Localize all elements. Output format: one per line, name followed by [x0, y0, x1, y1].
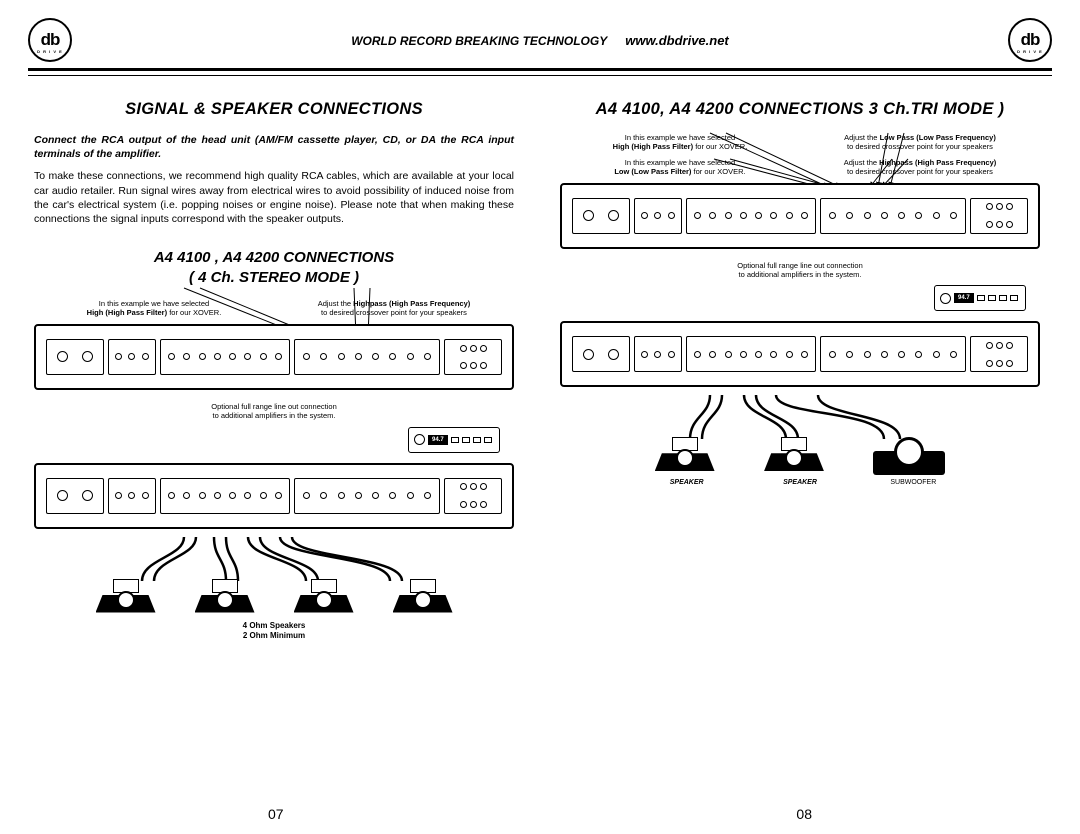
- intro-bold: Connect the RCA output of the head unit …: [34, 133, 514, 161]
- speaker-terminals: [686, 198, 816, 234]
- head-unit-2: 94.7: [934, 285, 1026, 311]
- amp-diagram-4: [560, 321, 1040, 387]
- speaker-icon: [294, 579, 354, 613]
- sub-title-stereo: A4 4100 , A4 4200 CONNECTIONS ( 4 Ch. ST…: [34, 248, 514, 287]
- rca-block: [970, 336, 1028, 372]
- headunit-btn: [988, 295, 996, 301]
- website-url: www.dbdrive.net: [625, 33, 729, 48]
- line-out-note-2: Optional full range line out connection …: [737, 261, 863, 280]
- note-row-left: In this example we have selected High (H…: [34, 299, 514, 318]
- headunit-btn: [977, 295, 985, 301]
- header-rule-thick: [28, 68, 1052, 71]
- control-knobs: [820, 336, 966, 372]
- speaker-icon: [96, 579, 156, 613]
- speaker-label: SPEAKER: [764, 479, 836, 486]
- head-unit-1: 94.7: [408, 427, 500, 453]
- speaker-row-3: [560, 437, 1040, 475]
- right-column: A4 4100, A4 4200 CONNECTIONS 3 Ch.TRI MO…: [560, 100, 1040, 641]
- rca-block: [970, 198, 1028, 234]
- headunit-btn: [1010, 295, 1018, 301]
- page-header: db D R I V E WORLD RECORD BREAKING TECHN…: [0, 0, 1080, 68]
- page-content: SIGNAL & SPEAKER CONNECTIONS Connect the…: [0, 76, 1080, 641]
- power-terminals: [108, 478, 156, 514]
- fuse-block: [572, 198, 630, 234]
- speaker-spec-note: 4 Ohm Speakers 2 Ohm Minimum: [34, 621, 514, 642]
- speaker-terminals: [686, 336, 816, 372]
- headunit-freq: 94.7: [428, 435, 448, 445]
- logo-right: db D R I V E: [1008, 18, 1052, 62]
- control-knobs: [820, 198, 966, 234]
- speaker-icon: [655, 437, 715, 471]
- headunit-btn: [999, 295, 1007, 301]
- amp-diagram-3-wrap: [560, 183, 1040, 257]
- fuse-block: [46, 339, 104, 375]
- amp-panel-1: [36, 334, 512, 380]
- note-low-pass: In this example we have selected Low (Lo…: [570, 158, 791, 177]
- note-high-pass: In this example we have selected High (H…: [570, 133, 791, 152]
- tagline: WORLD RECORD BREAKING TECHNOLOGY: [351, 34, 607, 48]
- rca-block: [444, 478, 502, 514]
- speaker-terminals: [160, 339, 290, 375]
- speaker-terminals: [160, 478, 290, 514]
- amp-diagram-1-wrap: [34, 324, 514, 398]
- speaker-icon: [764, 437, 824, 471]
- note-highpass-freq: Adjust the Highpass (High Pass Frequency…: [810, 158, 1031, 177]
- wire-svg: [34, 537, 514, 581]
- logo-sub: D R I V E: [37, 49, 63, 54]
- headunit-btn: [473, 437, 481, 443]
- subwoofer-icon: [873, 437, 945, 475]
- speaker-icon: [195, 579, 255, 613]
- page-number-right: 08: [796, 806, 812, 822]
- control-knobs: [294, 339, 440, 375]
- headunit-btn: [462, 437, 470, 443]
- section-title-right: A4 4100, A4 4200 CONNECTIONS 3 Ch.TRI MO…: [560, 100, 1040, 119]
- rca-block: [444, 339, 502, 375]
- fuse-block: [46, 478, 104, 514]
- section-title-left: SIGNAL & SPEAKER CONNECTIONS: [34, 100, 514, 119]
- amp-panel-3: [562, 193, 1038, 239]
- power-terminals: [634, 336, 682, 372]
- speaker-wires-left: [34, 537, 514, 581]
- wire-svg: [560, 395, 1040, 439]
- page-number-left: 07: [268, 806, 284, 822]
- logo-left: db D R I V E: [28, 18, 72, 62]
- logo-text: db: [41, 30, 60, 50]
- left-column: SIGNAL & SPEAKER CONNECTIONS Connect the…: [34, 100, 514, 641]
- headunit-btn: [451, 437, 459, 443]
- logo-sub: D R I V E: [1017, 49, 1043, 54]
- power-terminals: [108, 339, 156, 375]
- note-row-right-2: In this example we have selected Low (Lo…: [560, 158, 1040, 177]
- logo-text: db: [1021, 30, 1040, 50]
- headunit-dial: [940, 293, 951, 304]
- headunit-dial: [414, 434, 425, 445]
- amp-diagram-2: [34, 463, 514, 529]
- note-low-pass-freq: Adjust the Low Pass (Low Pass Frequency)…: [810, 133, 1031, 152]
- control-knobs: [294, 478, 440, 514]
- line-out-note-1: Optional full range line out connection …: [211, 402, 337, 421]
- power-terminals: [634, 198, 682, 234]
- headunit-btn: [484, 437, 492, 443]
- sub-title-line2: ( 4 Ch. STEREO MODE ): [189, 269, 359, 286]
- note-row-right-1: In this example we have selected High (H…: [560, 133, 1040, 152]
- speaker-labels: SPEAKER SPEAKER SUBWOOFER: [560, 475, 1040, 486]
- amp-panel-4: [562, 331, 1038, 377]
- note-high-pass: In this example we have selected High (H…: [44, 299, 265, 318]
- speaker-icon: [393, 579, 453, 613]
- amp-diagram-1: [34, 324, 514, 390]
- speaker-row-4: [34, 579, 514, 613]
- sub-title-line1: A4 4100 , A4 4200 CONNECTIONS: [154, 249, 394, 266]
- headunit-freq: 94.7: [954, 293, 974, 303]
- note-highpass-freq: Adjust the Highpass (High Pass Frequency…: [284, 299, 505, 318]
- amp-panel-2: [36, 473, 512, 519]
- amp-diagram-3: [560, 183, 1040, 249]
- subwoofer-label: SUBWOOFER: [877, 479, 949, 486]
- speaker-wires-right: [560, 395, 1040, 439]
- fuse-block: [572, 336, 630, 372]
- header-center: WORLD RECORD BREAKING TECHNOLOGY www.dbd…: [72, 33, 1008, 48]
- speaker-label: SPEAKER: [651, 479, 723, 486]
- intro-body: To make these connections, we recommend …: [34, 169, 514, 226]
